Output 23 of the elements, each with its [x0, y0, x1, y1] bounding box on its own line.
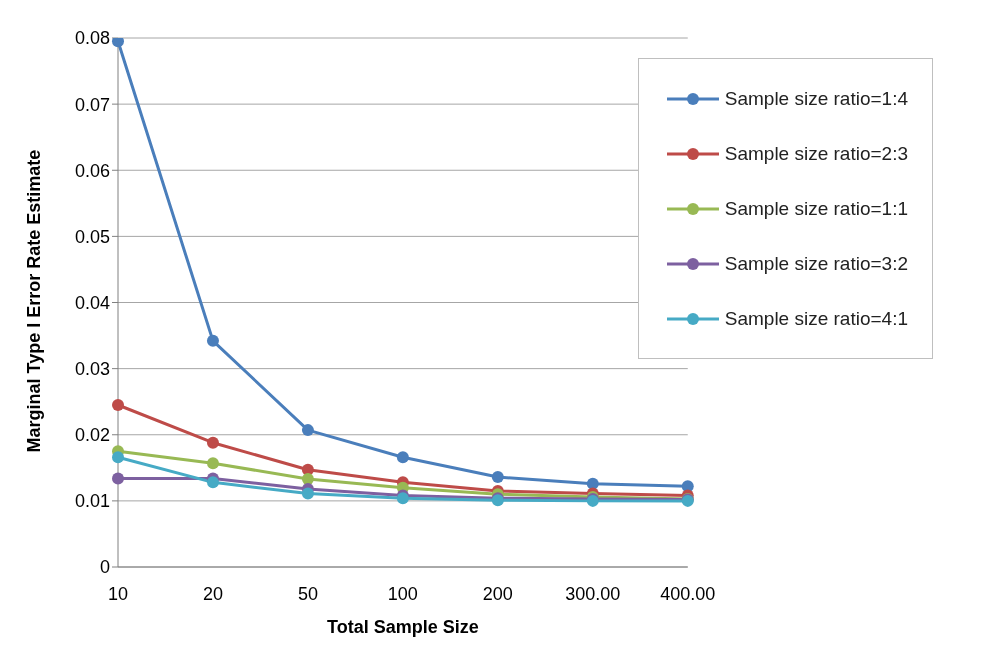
y-tick-label: 0.04	[74, 292, 110, 313]
x-tick-label: 50	[297, 583, 318, 604]
x-tick-label: 100	[387, 583, 418, 604]
legend-label: Sample size ratio=3:2	[724, 252, 908, 275]
y-tick-label: 0.02	[74, 425, 110, 446]
x-axis-title: Total Sample Size	[327, 617, 479, 637]
y-tick-label: 0	[99, 557, 110, 578]
y-tick-label: 0.06	[74, 160, 110, 181]
legend-label: Sample size ratio=1:1	[724, 197, 908, 220]
legend-label: Sample size ratio=2:3	[724, 142, 908, 165]
x-tick-label: 20	[202, 583, 223, 604]
y-tick-label: 0.01	[74, 491, 110, 512]
y-tick-label: 0.03	[74, 359, 110, 380]
x-tick-label: 10	[107, 583, 129, 604]
legend-label: Sample size ratio=4:1	[724, 307, 908, 330]
y-tick-label: 0.07	[74, 94, 110, 115]
y-tick-label: 0.05	[74, 226, 110, 247]
legend-label: Sample size ratio=1:4	[724, 87, 908, 110]
y-tick-label: 0.08	[74, 28, 110, 49]
x-tick-label: 400.00	[660, 583, 716, 604]
x-tick-label: 200	[482, 583, 513, 604]
y-axis-title: Marginal Type I Error Rate Estimate	[24, 149, 45, 453]
x-tick-label: 300.00	[565, 583, 621, 604]
